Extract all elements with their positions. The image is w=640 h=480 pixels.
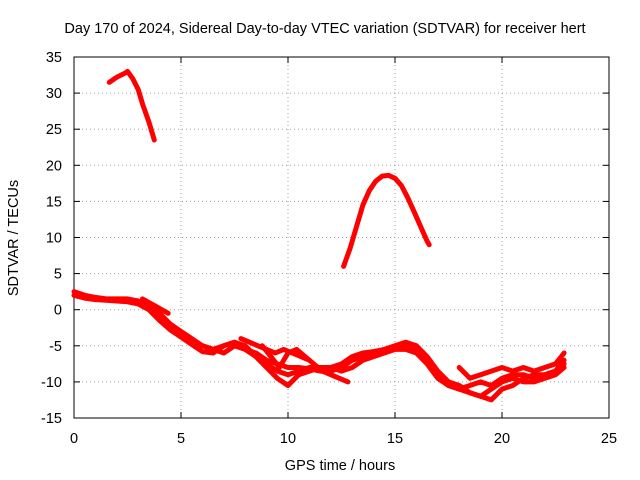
series-line-band-f — [140, 296, 171, 316]
y-tick-label: -15 — [41, 411, 62, 427]
series-line-band-g — [238, 336, 312, 363]
series-line-arc-b — [341, 172, 432, 269]
x-tick-label: 10 — [280, 431, 296, 447]
x-tick-label: 5 — [177, 431, 185, 447]
y-tick-label: 35 — [46, 50, 62, 66]
y-tick-label: 5 — [54, 267, 62, 283]
data-series — [71, 68, 567, 403]
chart-title: Day 170 of 2024, Sidereal Day-to-day VTE… — [64, 21, 585, 37]
x-axis-ticks: 0 5 10 15 20 25 — [70, 57, 617, 447]
y-tick-label: 25 — [46, 122, 62, 138]
x-tick-label: 20 — [494, 431, 510, 447]
y-tick-label: -5 — [49, 339, 62, 355]
y-tick-label: 0 — [54, 303, 62, 319]
x-tick-label: 15 — [387, 431, 403, 447]
y-tick-label: 20 — [46, 158, 62, 174]
y-tick-label: 15 — [46, 194, 62, 210]
series-line-band-e — [456, 350, 567, 381]
series-line-band-c — [125, 297, 567, 403]
series-line-arc-a — [106, 68, 157, 143]
y-axis-label: SDTVAR / TECUs — [6, 180, 22, 296]
y-tick-label: 30 — [46, 86, 62, 102]
x-axis-label: GPS time / hours — [285, 458, 395, 474]
x-tick-label: 25 — [601, 431, 617, 447]
y-tick-label: -10 — [41, 375, 62, 391]
y-tick-label: 10 — [46, 231, 62, 247]
x-tick-label: 0 — [70, 431, 78, 447]
y-axis-ticks: -15 -10 -5 0 5 10 15 20 25 30 35 — [41, 50, 609, 427]
